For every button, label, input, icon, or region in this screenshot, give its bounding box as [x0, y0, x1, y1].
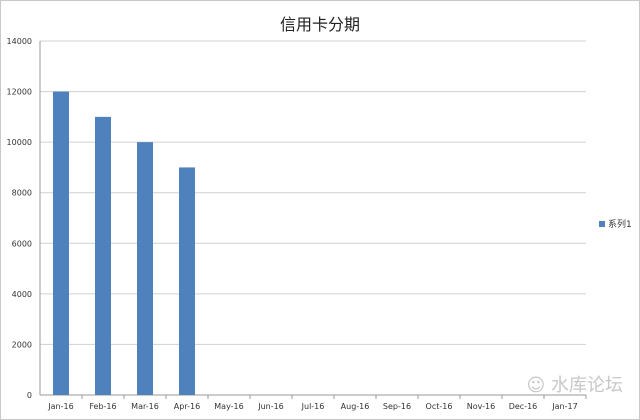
x-tick-label: May-16 [214, 402, 243, 411]
x-tick-label: Apr-16 [174, 402, 200, 411]
bar [179, 167, 195, 395]
x-tick-label: Jun-16 [257, 402, 284, 411]
x-tick-label: Feb-16 [89, 402, 116, 411]
y-tick-label: 2000 [12, 340, 32, 349]
x-tick-label: Aug-16 [341, 402, 370, 411]
x-tick-label: Mar-16 [131, 402, 159, 411]
watermark-logo: ☺ 水库论坛 [526, 375, 624, 396]
y-tick-label: 4000 [12, 290, 32, 299]
y-tick-label: 12000 [7, 88, 32, 97]
y-tick-label: 6000 [12, 239, 32, 248]
y-tick-label: 0 [27, 391, 32, 400]
legend-swatch [599, 220, 605, 227]
x-tick-label: Jan-17 [551, 402, 577, 411]
legend-label: 系列1 [608, 220, 632, 230]
y-tick-label: 14000 [7, 37, 32, 46]
y-tick-label: 8000 [12, 189, 32, 198]
x-tick-label: Jul-16 [301, 402, 325, 411]
watermark-text: 水库论坛 [551, 375, 623, 396]
bar [53, 91, 69, 396]
x-tick-label: Dec-16 [509, 402, 538, 411]
x-tick-label: Oct-16 [426, 402, 453, 411]
x-tick-label: Sep-16 [383, 402, 411, 411]
chart-title: 信用卡分期 [279, 15, 360, 34]
x-tick-label: Jan-16 [47, 402, 73, 411]
legend: 系列1 [599, 217, 632, 230]
y-tick-label: 10000 [7, 138, 32, 147]
bar [137, 142, 153, 395]
x-tick-label: Nov-16 [467, 402, 495, 411]
bar [95, 116, 111, 395]
